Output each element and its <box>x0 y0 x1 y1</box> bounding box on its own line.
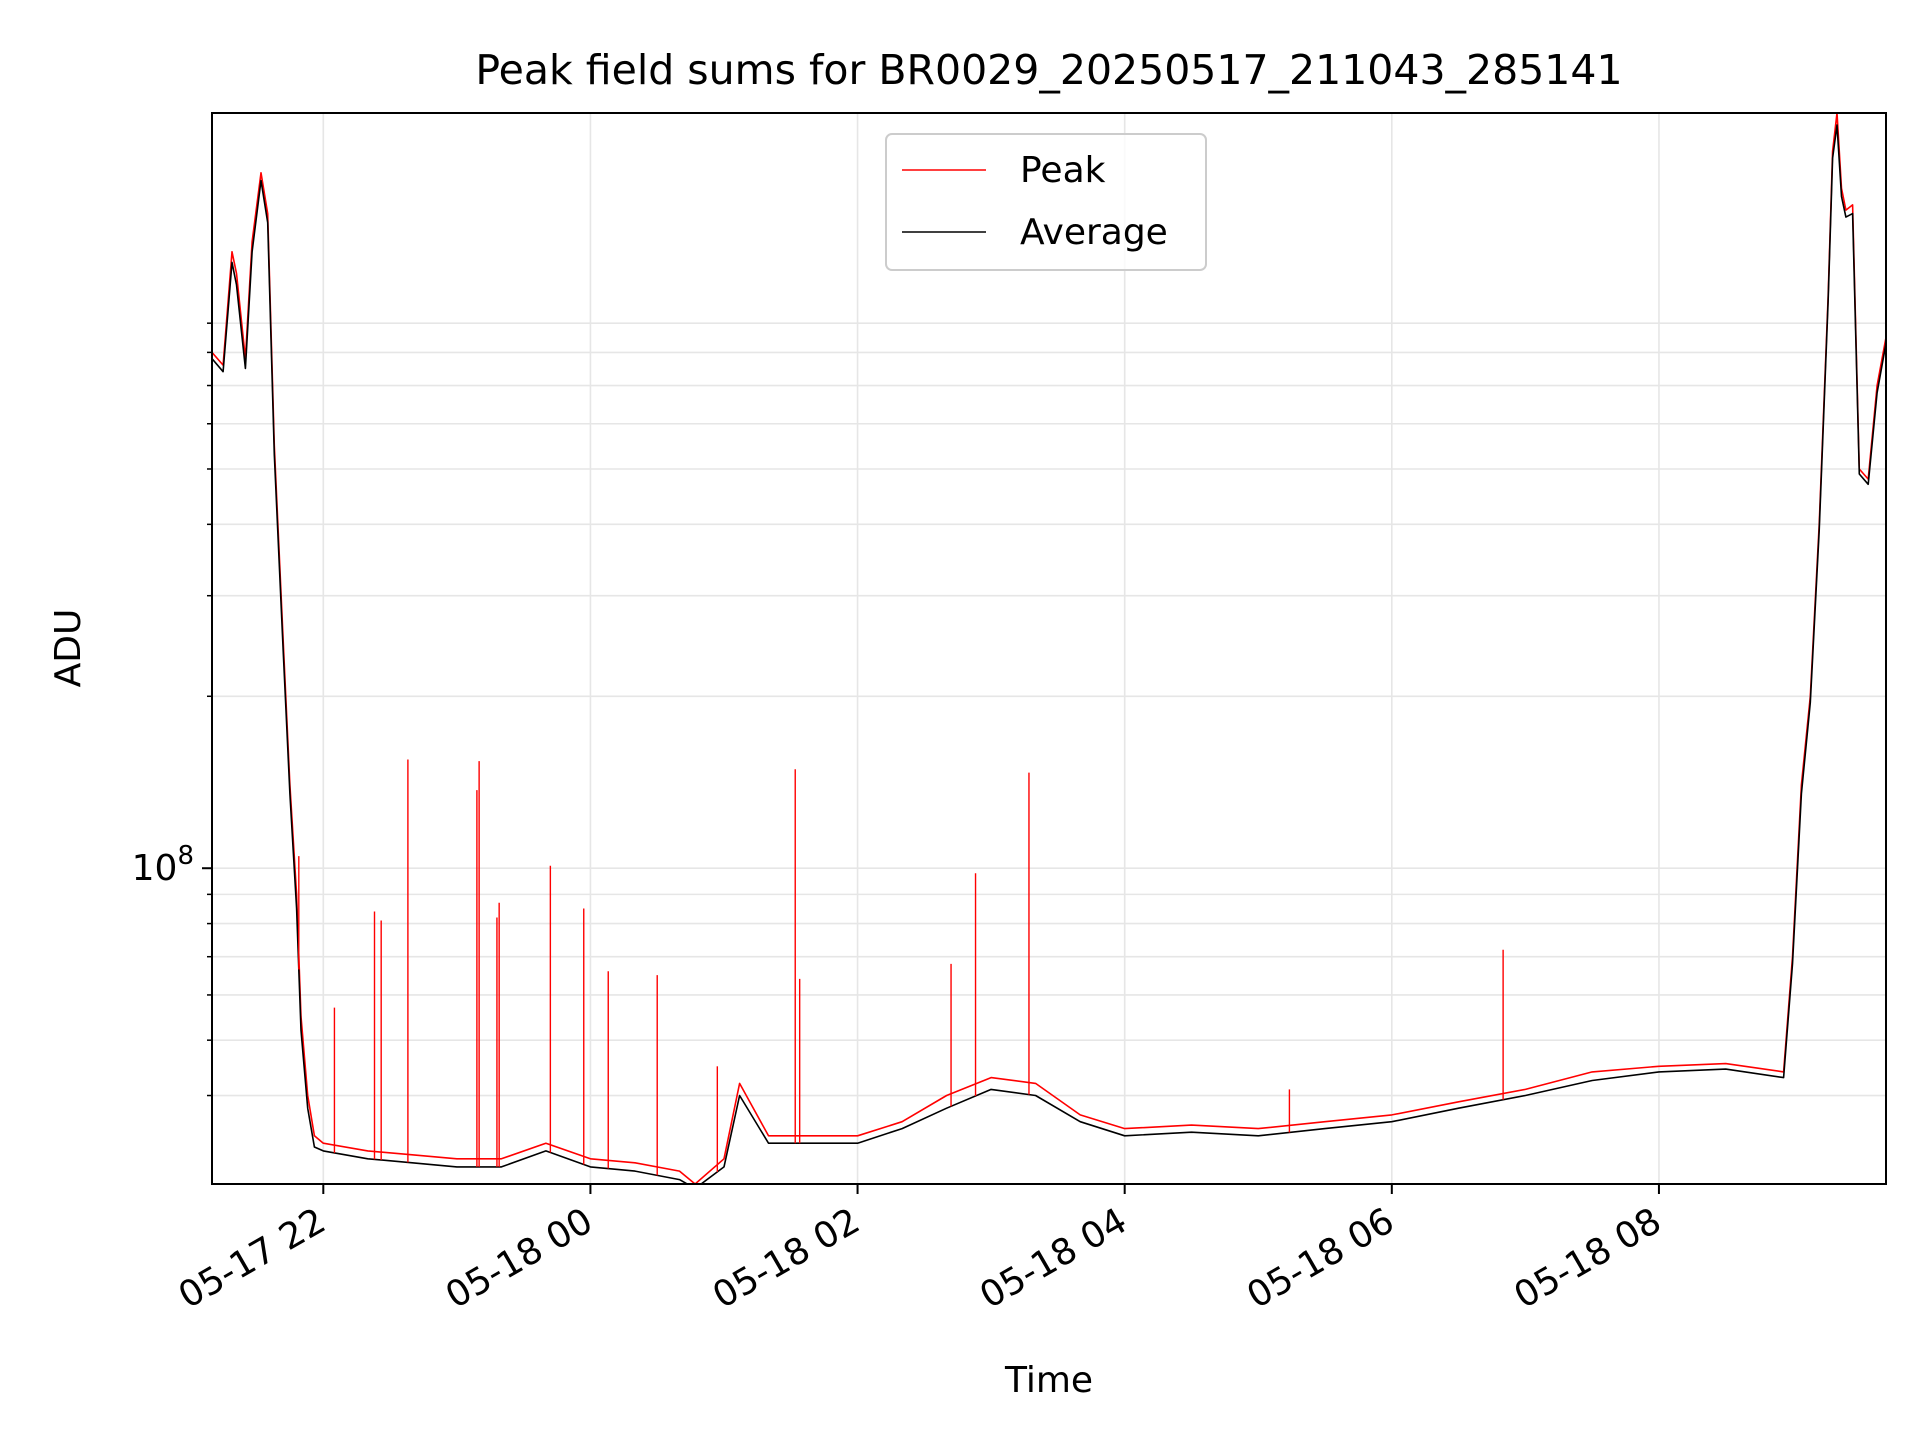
x-axis-label: Time <box>1004 1360 1093 1401</box>
legend-label-peak: Peak <box>1020 150 1106 191</box>
legend-box <box>885 133 1207 271</box>
series-layer <box>212 113 1886 1184</box>
chart-title: Peak field sums for BR0029_20250517_2110… <box>475 46 1622 94</box>
y-tick-label: 108 <box>132 841 194 889</box>
y-axis-label: ADU <box>48 609 89 688</box>
grid-lines <box>212 113 1886 1184</box>
legend-label-average: Average <box>1020 212 1168 253</box>
axes-frame <box>211 112 1887 1185</box>
y-axis-ticks: 108 <box>132 322 212 1097</box>
plot-area <box>212 113 1886 1184</box>
series-line-average <box>212 124 1886 1184</box>
legend: Peak Average <box>885 133 1207 271</box>
